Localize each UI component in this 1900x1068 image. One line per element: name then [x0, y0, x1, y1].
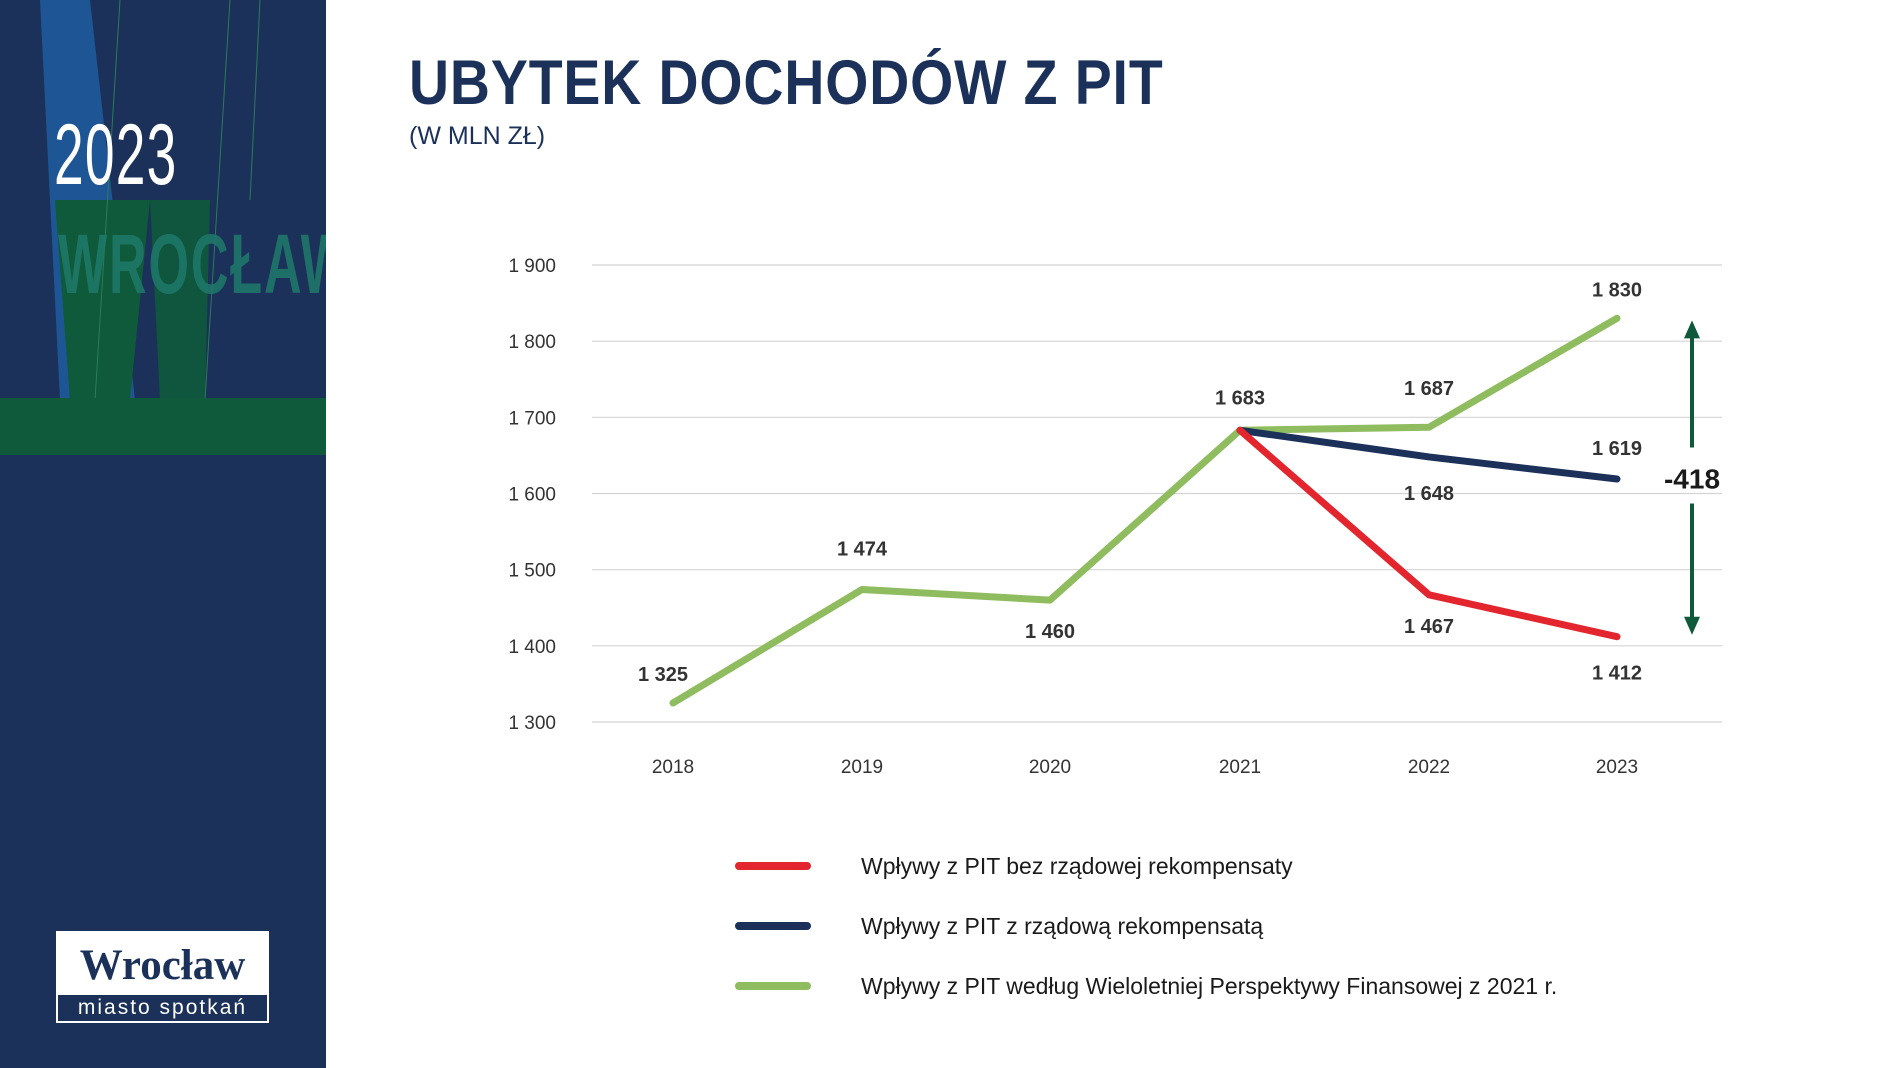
logo-tagline: miasto spotkań: [56, 993, 269, 1023]
data-label: 1 325: [638, 664, 688, 686]
x-tick-label: 2021: [1219, 757, 1261, 778]
x-tick-label: 2020: [1029, 757, 1071, 778]
legend-item: Wpływy z PIT bez rządowej rekompensaty: [735, 836, 1557, 896]
y-tick-label: 1 300: [508, 713, 556, 734]
data-label: 1 474: [837, 538, 888, 560]
wroclaw-logo: Wrocław miasto spotkań: [56, 931, 269, 1023]
series-line: [1236, 426, 1621, 641]
series-line: [669, 314, 1621, 707]
y-tick-label: 1 600: [508, 485, 556, 506]
x-tick-label: 2018: [652, 757, 694, 778]
data-label: 1 619: [1592, 438, 1642, 460]
y-tick-label: 1 400: [508, 637, 556, 658]
data-label: 1 467: [1404, 616, 1454, 638]
legend-label: Wpływy z PIT według Wieloletniej Perspek…: [861, 972, 1558, 999]
y-tick-label: 1 900: [508, 256, 556, 277]
legend-item: Wpływy z PIT z rządową rekompensatą: [735, 896, 1557, 956]
annotation-arrow-head-down: [1684, 616, 1700, 635]
legend-swatch: [735, 922, 811, 930]
data-label: 1 412: [1592, 663, 1642, 685]
x-tick-label: 2022: [1408, 757, 1450, 778]
annotation-arrow-head-up: [1684, 320, 1700, 339]
data-label: 1 648: [1404, 483, 1454, 505]
year-label: 2023: [54, 107, 178, 203]
x-tick-label: 2019: [841, 757, 883, 778]
legend-swatch: [735, 982, 811, 990]
data-label: 1 687: [1404, 378, 1454, 400]
page-title: UBYTEK DOCHODÓW Z PIT: [409, 48, 1164, 118]
series-line: [1236, 426, 1621, 483]
sidebar-decoration: [0, 0, 326, 455]
logo-name: Wrocław: [79, 941, 246, 989]
y-tick-label: 1 500: [508, 561, 556, 582]
city-label: WROCŁAW: [58, 217, 326, 311]
page-subtitle: (W MLN ZŁ): [409, 122, 546, 150]
legend-swatch: [735, 862, 811, 870]
chart-legend: Wpływy z PIT bez rządowej rekompensaty Wp…: [735, 836, 1557, 1016]
annotation-label: -418: [1664, 464, 1720, 495]
legend-label: Wpływy z PIT bez rządowej rekompensaty: [861, 852, 1293, 879]
y-tick-label: 1 700: [508, 408, 556, 429]
sidebar: 2023 WROCŁAW Wrocław miasto spotkań: [0, 0, 326, 1068]
y-tick-label: 1 800: [508, 332, 556, 353]
data-label: 1 460: [1025, 621, 1075, 643]
legend-label: Wpływy z PIT z rządową rekompensatą: [861, 912, 1264, 939]
x-tick-label: 2023: [1596, 757, 1638, 778]
data-label: 1 830: [1592, 279, 1642, 301]
legend-item: Wpływy z PIT według Wieloletniej Perspek…: [735, 956, 1557, 1016]
data-label: 1 683: [1215, 387, 1265, 409]
